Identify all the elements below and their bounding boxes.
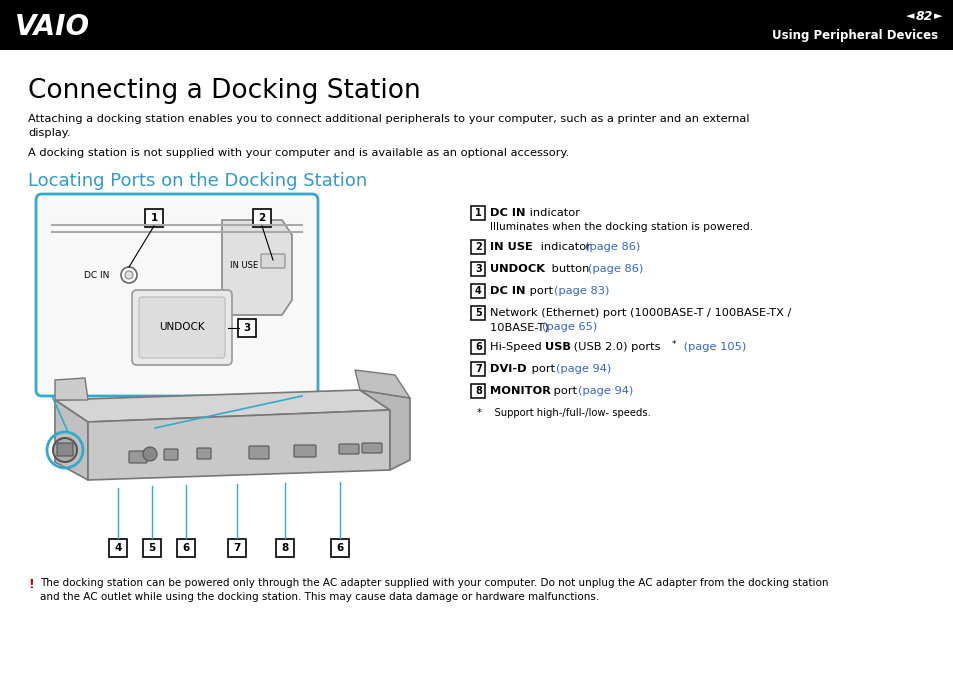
Text: DVI-D: DVI-D: [490, 364, 526, 374]
Text: 5: 5: [149, 543, 155, 553]
Text: Illuminates when the docking station is powered.: Illuminates when the docking station is …: [490, 222, 752, 232]
Text: 4: 4: [475, 286, 481, 295]
Text: VAIO: VAIO: [15, 13, 90, 41]
FancyBboxPatch shape: [164, 449, 178, 460]
Text: port: port: [525, 286, 557, 296]
Text: 3: 3: [243, 323, 251, 333]
FancyBboxPatch shape: [294, 445, 315, 457]
Text: (USB 2.0) ports: (USB 2.0) ports: [569, 342, 659, 352]
Text: 6: 6: [475, 342, 481, 352]
Text: Hi-Speed: Hi-Speed: [490, 342, 545, 352]
FancyBboxPatch shape: [237, 319, 255, 337]
Text: port: port: [550, 386, 580, 396]
FancyBboxPatch shape: [331, 539, 349, 557]
Text: DC IN: DC IN: [490, 208, 525, 218]
Text: *: *: [671, 340, 676, 349]
Text: *    Support high-/full-/low- speeds.: * Support high-/full-/low- speeds.: [476, 408, 650, 418]
Text: 5: 5: [475, 307, 481, 317]
FancyBboxPatch shape: [177, 539, 194, 557]
Text: !: !: [28, 578, 33, 591]
Text: MONITOR: MONITOR: [490, 386, 550, 396]
FancyBboxPatch shape: [129, 451, 147, 463]
FancyBboxPatch shape: [471, 284, 485, 297]
FancyBboxPatch shape: [471, 340, 485, 353]
Text: 10BASE-T): 10BASE-T): [490, 322, 552, 332]
FancyBboxPatch shape: [471, 206, 485, 220]
Text: 8: 8: [281, 543, 289, 553]
Polygon shape: [55, 378, 88, 400]
Text: 1: 1: [475, 208, 481, 218]
FancyBboxPatch shape: [143, 539, 161, 557]
Text: Attaching a docking station enables you to connect additional peripherals to you: Attaching a docking station enables you …: [28, 114, 749, 138]
Polygon shape: [55, 390, 390, 422]
FancyBboxPatch shape: [196, 448, 211, 459]
Text: (page 86): (page 86): [587, 264, 642, 274]
Text: (page 105): (page 105): [679, 342, 745, 352]
Circle shape: [143, 447, 157, 461]
Text: port: port: [527, 364, 558, 374]
FancyBboxPatch shape: [471, 262, 485, 276]
Polygon shape: [222, 220, 292, 315]
FancyBboxPatch shape: [471, 305, 485, 319]
Text: Using Peripheral Devices: Using Peripheral Devices: [771, 30, 937, 42]
Bar: [0, 0, 953, 50]
Text: indicator: indicator: [525, 208, 579, 218]
FancyBboxPatch shape: [145, 209, 163, 227]
FancyBboxPatch shape: [132, 290, 232, 365]
Text: IN USE: IN USE: [230, 260, 258, 270]
Text: indicator: indicator: [537, 242, 594, 252]
Polygon shape: [88, 410, 390, 480]
Text: UNDOCK: UNDOCK: [159, 322, 205, 332]
Text: 2: 2: [475, 241, 481, 251]
Text: (page 65): (page 65): [541, 322, 597, 332]
FancyBboxPatch shape: [139, 297, 225, 358]
Text: ◄: ◄: [904, 11, 913, 21]
Text: Network (Ethernet) port (1000BASE-T / 100BASE-TX /: Network (Ethernet) port (1000BASE-T / 10…: [490, 308, 791, 318]
Text: UNDOCK: UNDOCK: [490, 264, 544, 274]
Text: (page 83): (page 83): [554, 286, 609, 296]
Text: IN USE: IN USE: [490, 242, 532, 252]
FancyBboxPatch shape: [471, 239, 485, 253]
Text: Locating Ports on the Docking Station: Locating Ports on the Docking Station: [28, 172, 367, 190]
Text: A docking station is not supplied with your computer and is available as an opti: A docking station is not supplied with y…: [28, 148, 569, 158]
Text: Connecting a Docking Station: Connecting a Docking Station: [28, 78, 420, 104]
FancyBboxPatch shape: [471, 384, 485, 398]
Text: 2: 2: [258, 213, 265, 223]
FancyBboxPatch shape: [253, 209, 271, 227]
Text: (page 86): (page 86): [584, 242, 639, 252]
FancyBboxPatch shape: [471, 361, 485, 375]
Text: DC IN: DC IN: [490, 286, 525, 296]
FancyBboxPatch shape: [57, 443, 73, 456]
Text: 6: 6: [336, 543, 343, 553]
Text: 1: 1: [151, 213, 157, 223]
Polygon shape: [359, 390, 410, 470]
Text: DC IN: DC IN: [84, 270, 110, 280]
FancyBboxPatch shape: [261, 254, 285, 268]
FancyBboxPatch shape: [228, 539, 246, 557]
FancyBboxPatch shape: [275, 539, 294, 557]
FancyBboxPatch shape: [249, 446, 269, 459]
Text: 3: 3: [475, 264, 481, 274]
Polygon shape: [55, 400, 88, 480]
Text: 7: 7: [475, 363, 481, 373]
Text: 82: 82: [914, 9, 932, 22]
FancyBboxPatch shape: [361, 443, 381, 453]
Circle shape: [125, 271, 132, 279]
Circle shape: [53, 438, 77, 462]
FancyBboxPatch shape: [338, 444, 358, 454]
FancyBboxPatch shape: [36, 194, 317, 396]
Text: 6: 6: [182, 543, 190, 553]
Polygon shape: [355, 370, 410, 398]
Text: 4: 4: [114, 543, 122, 553]
Text: USB: USB: [544, 342, 571, 352]
Text: ►: ►: [933, 11, 942, 21]
Text: (page 94): (page 94): [556, 364, 611, 374]
Circle shape: [121, 267, 137, 283]
Text: The docking station can be powered only through the AC adapter supplied with you: The docking station can be powered only …: [40, 578, 827, 603]
Text: 7: 7: [233, 543, 240, 553]
FancyBboxPatch shape: [109, 539, 127, 557]
Text: button: button: [547, 264, 593, 274]
Text: (page 94): (page 94): [578, 386, 633, 396]
Text: 8: 8: [475, 386, 481, 396]
